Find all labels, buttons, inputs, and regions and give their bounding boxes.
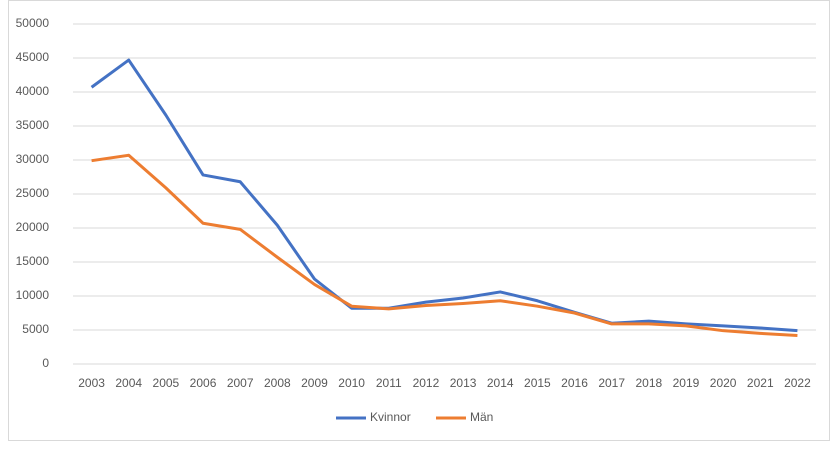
series-line — [91, 153, 798, 337]
x-tick-label: 2014 — [487, 376, 514, 390]
y-tick-label: 25000 — [16, 186, 50, 200]
y-tick-label: 45000 — [16, 50, 50, 64]
x-tick-label: 2022 — [784, 376, 811, 390]
y-tick-label: 15000 — [16, 254, 50, 268]
x-tick-label: 2015 — [524, 376, 551, 390]
x-tick-label: 2018 — [635, 376, 662, 390]
y-tick-label: 30000 — [16, 152, 50, 166]
chart-frame — [8, 0, 830, 441]
y-tick-label: 50000 — [16, 16, 50, 30]
x-tick-label: 2005 — [153, 376, 180, 390]
y-tick-label: 5000 — [22, 322, 49, 336]
x-tick-label: 2006 — [190, 376, 217, 390]
x-tick-label: 2004 — [115, 376, 142, 390]
x-tick-label: 2021 — [747, 376, 774, 390]
legend-label: Män — [470, 410, 493, 424]
y-tick-label: 20000 — [16, 220, 50, 234]
x-tick-label: 2017 — [598, 376, 625, 390]
y-tick-label: 40000 — [16, 84, 50, 98]
x-tick-label: 2010 — [338, 376, 365, 390]
legend-label: Kvinnor — [370, 410, 411, 424]
x-tick-label: 2016 — [561, 376, 588, 390]
x-tick-label: 2013 — [450, 376, 477, 390]
x-tick-label: 2019 — [673, 376, 700, 390]
x-tick-label: 2008 — [264, 376, 291, 390]
x-tick-label: 2011 — [376, 376, 402, 390]
x-tick-label: 2020 — [710, 376, 737, 390]
series-line — [90, 58, 798, 333]
x-tick-label: 2012 — [413, 376, 440, 390]
x-tick-label: 2003 — [78, 376, 105, 390]
y-tick-label: 10000 — [16, 288, 50, 302]
x-tick-label: 2009 — [301, 376, 328, 390]
y-tick-label: 0 — [42, 356, 49, 370]
x-tick-label: 2007 — [227, 376, 254, 390]
y-tick-label: 35000 — [16, 118, 50, 132]
